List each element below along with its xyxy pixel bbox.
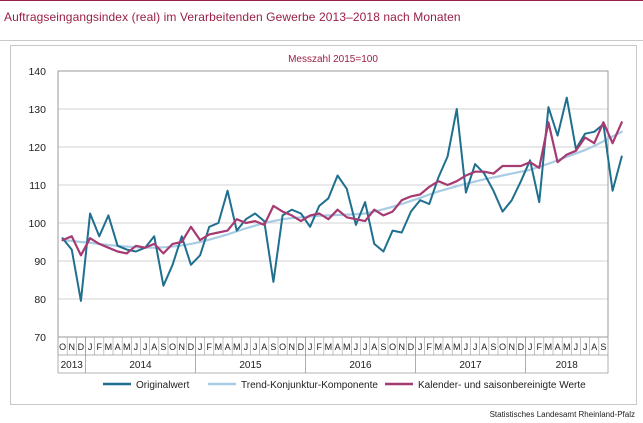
month-label: A bbox=[115, 342, 121, 352]
y-tick-label: 80 bbox=[34, 294, 46, 306]
month-label: J bbox=[464, 342, 469, 352]
month-label: F bbox=[317, 342, 323, 352]
y-tick-label: 90 bbox=[34, 256, 46, 268]
month-label: O bbox=[499, 342, 506, 352]
month-label: M bbox=[215, 342, 223, 352]
y-tick-label: 140 bbox=[28, 66, 46, 78]
month-label: N bbox=[399, 342, 406, 352]
month-label: J bbox=[88, 342, 93, 352]
series-line-2 bbox=[61, 121, 623, 257]
series-line-0 bbox=[61, 96, 623, 302]
chart-subtitle: Messzahl 2015=100 bbox=[288, 54, 378, 65]
month-label: J bbox=[418, 342, 423, 352]
month-label: M bbox=[545, 342, 553, 352]
top-accent-rule bbox=[0, 0, 643, 1]
month-label: J bbox=[134, 342, 139, 352]
month-label: M bbox=[325, 342, 333, 352]
legend-label-0: Originalwert bbox=[136, 380, 190, 391]
legend-label-1: Trend-Konjunktur-Komponente bbox=[241, 380, 378, 391]
series-line-1 bbox=[61, 130, 623, 249]
month-label: J bbox=[473, 342, 478, 352]
month-label: A bbox=[591, 342, 597, 352]
y-tick-label: 110 bbox=[29, 180, 46, 192]
year-label: 2018 bbox=[556, 360, 579, 371]
month-label: A bbox=[445, 342, 451, 352]
month-label: A bbox=[481, 342, 487, 352]
month-label: J bbox=[143, 342, 148, 352]
chart-panel: Messzahl 2015=100 70 80 90 100 110 120 130 140 O N… bbox=[10, 45, 637, 405]
month-label: A bbox=[225, 342, 231, 352]
month-label: N bbox=[179, 342, 186, 352]
y-tick-label: 130 bbox=[28, 104, 46, 116]
month-label: S bbox=[270, 342, 276, 352]
month-label: N bbox=[69, 342, 76, 352]
month-label: J bbox=[583, 342, 588, 352]
month-label: F bbox=[207, 342, 213, 352]
month-label: D bbox=[408, 342, 415, 352]
month-label: A bbox=[261, 342, 267, 352]
month-label: J bbox=[528, 342, 533, 352]
y-tick-label: 70 bbox=[34, 332, 46, 344]
month-label: D bbox=[188, 342, 195, 352]
y-tick-label: 100 bbox=[28, 218, 46, 230]
month-label: J bbox=[198, 342, 203, 352]
source-note: Statistisches Landesamt Rheinland-Pfalz bbox=[489, 410, 635, 419]
month-label: M bbox=[123, 342, 131, 352]
year-label: 2015 bbox=[239, 360, 262, 371]
month-label: J bbox=[354, 342, 359, 352]
month-label: J bbox=[574, 342, 579, 352]
year-label: 2016 bbox=[349, 360, 372, 371]
plot-area-frame bbox=[57, 70, 609, 338]
month-label: M bbox=[563, 342, 571, 352]
month-label: F bbox=[537, 342, 543, 352]
month-label: O bbox=[59, 342, 66, 352]
month-label: M bbox=[453, 342, 461, 352]
month-label: N bbox=[509, 342, 516, 352]
month-label: M bbox=[343, 342, 351, 352]
year-label: 2017 bbox=[459, 360, 482, 371]
month-label: J bbox=[308, 342, 313, 352]
month-label: A bbox=[335, 342, 341, 352]
month-label: J bbox=[363, 342, 368, 352]
title-divider bbox=[0, 40, 643, 41]
year-label: 2013 bbox=[61, 360, 84, 371]
month-label: M bbox=[435, 342, 443, 352]
month-label: S bbox=[600, 342, 606, 352]
month-label: S bbox=[160, 342, 166, 352]
month-label: D bbox=[518, 342, 525, 352]
month-label: D bbox=[78, 342, 85, 352]
month-label: A bbox=[151, 342, 157, 352]
month-label: N bbox=[289, 342, 296, 352]
month-label: S bbox=[490, 342, 496, 352]
month-label: F bbox=[97, 342, 103, 352]
month-label: O bbox=[389, 342, 396, 352]
month-label: A bbox=[371, 342, 377, 352]
month-label: O bbox=[279, 342, 286, 352]
month-label: J bbox=[244, 342, 249, 352]
page-title: Auftragseingangsindex (real) im Verarbei… bbox=[4, 10, 461, 24]
year-label: 2014 bbox=[129, 360, 152, 371]
month-label: S bbox=[380, 342, 386, 352]
month-label: M bbox=[105, 342, 113, 352]
month-label: A bbox=[555, 342, 561, 352]
y-tick-label: 120 bbox=[28, 142, 46, 154]
month-label: F bbox=[427, 342, 433, 352]
month-label: O bbox=[169, 342, 176, 352]
month-label: M bbox=[233, 342, 241, 352]
month-label: D bbox=[298, 342, 305, 352]
month-label: J bbox=[253, 342, 257, 352]
legend-label-2: Kalender- und saisonbereinigte Werte bbox=[418, 380, 586, 391]
